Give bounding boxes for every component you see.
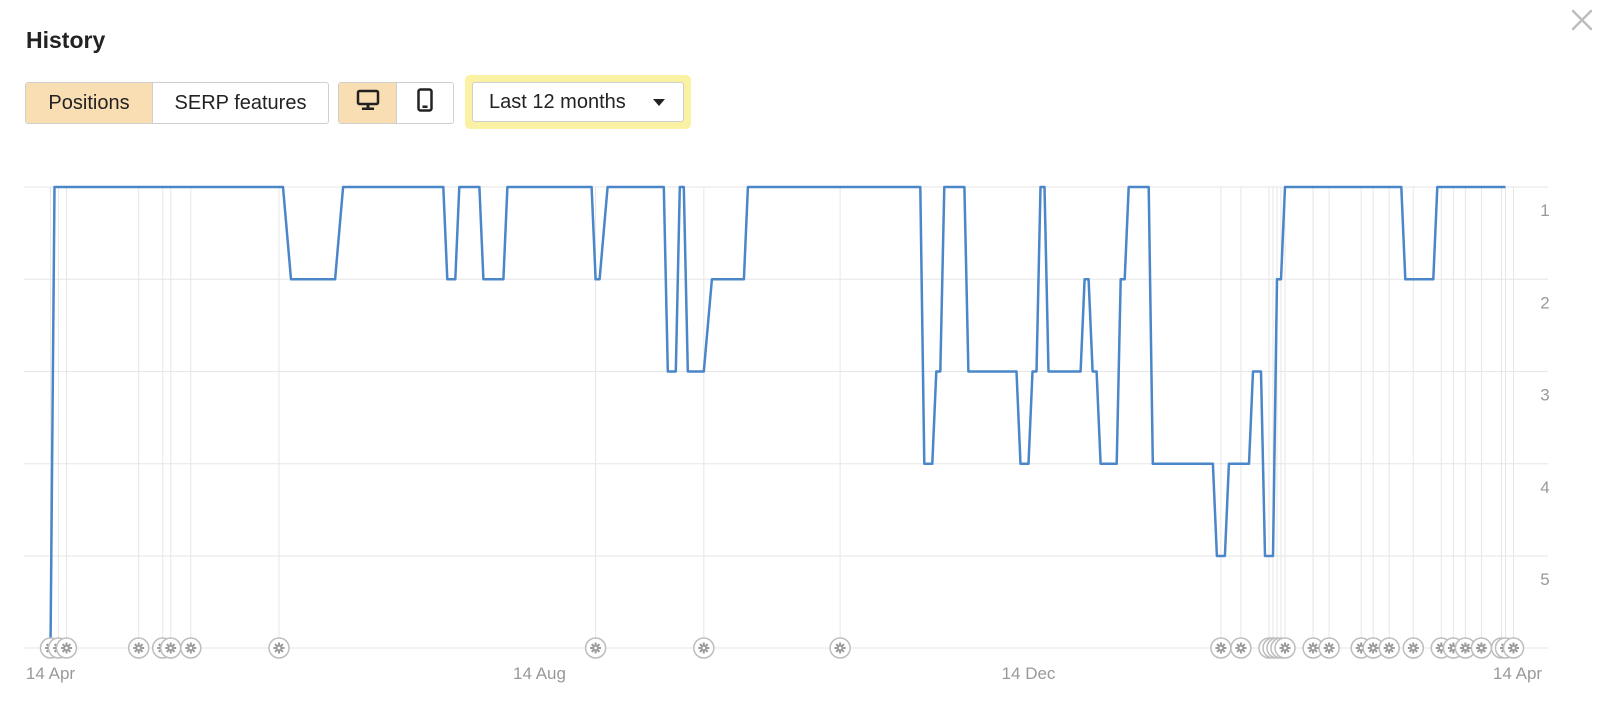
gear-icon[interactable]	[1470, 637, 1493, 659]
x-tick-label: 14 Apr	[1493, 664, 1542, 683]
mobile-icon	[417, 88, 433, 118]
gear-icon[interactable]	[1502, 637, 1525, 659]
tab-serp-features[interactable]: SERP features	[152, 83, 328, 123]
caret-down-icon	[653, 99, 665, 106]
y-tick-label: 5	[1540, 570, 1549, 589]
tab-positions[interactable]: Positions	[26, 83, 152, 123]
gear-icon[interactable]	[1318, 637, 1340, 659]
gear-icon[interactable]	[584, 637, 607, 659]
gear-icon[interactable]	[1274, 637, 1296, 659]
view-tabs: Positions SERP features	[25, 82, 329, 124]
gear-icon[interactable]	[1402, 637, 1425, 659]
y-tick-label: 3	[1540, 386, 1549, 405]
gear-icon[interactable]	[829, 637, 851, 659]
period-highlight: Last 12 months	[465, 75, 691, 129]
x-tick-label: 14 Dec	[1002, 664, 1056, 683]
x-tick-label: 14 Apr	[26, 664, 75, 683]
period-label: Last 12 months	[489, 90, 626, 113]
period-dropdown[interactable]: Last 12 months	[472, 82, 684, 122]
gear-icon[interactable]	[1210, 637, 1232, 659]
desktop-button[interactable]	[339, 83, 396, 123]
gear-icon[interactable]	[127, 637, 150, 659]
gear-icon[interactable]	[55, 637, 78, 659]
y-tick-label: 2	[1540, 293, 1549, 312]
x-tick-label: 14 Aug	[513, 664, 566, 683]
gear-icon[interactable]	[1362, 637, 1384, 659]
gear-icon[interactable]	[268, 637, 290, 659]
desktop-icon	[356, 89, 380, 117]
mobile-button[interactable]	[396, 83, 453, 123]
gear-icon[interactable]	[1302, 637, 1324, 659]
y-tick-label: 1	[1540, 201, 1549, 220]
series-line	[49, 185, 1506, 649]
close-icon[interactable]	[1568, 6, 1596, 34]
gear-icon[interactable]	[1378, 637, 1400, 659]
gear-icon[interactable]	[1230, 637, 1252, 659]
gear-icon[interactable]	[159, 637, 182, 659]
device-toggle	[338, 82, 454, 124]
dialog-title: History	[26, 27, 106, 53]
y-tick-label: 4	[1540, 478, 1549, 497]
gear-icon[interactable]	[693, 637, 715, 659]
gear-icon[interactable]	[180, 637, 202, 659]
